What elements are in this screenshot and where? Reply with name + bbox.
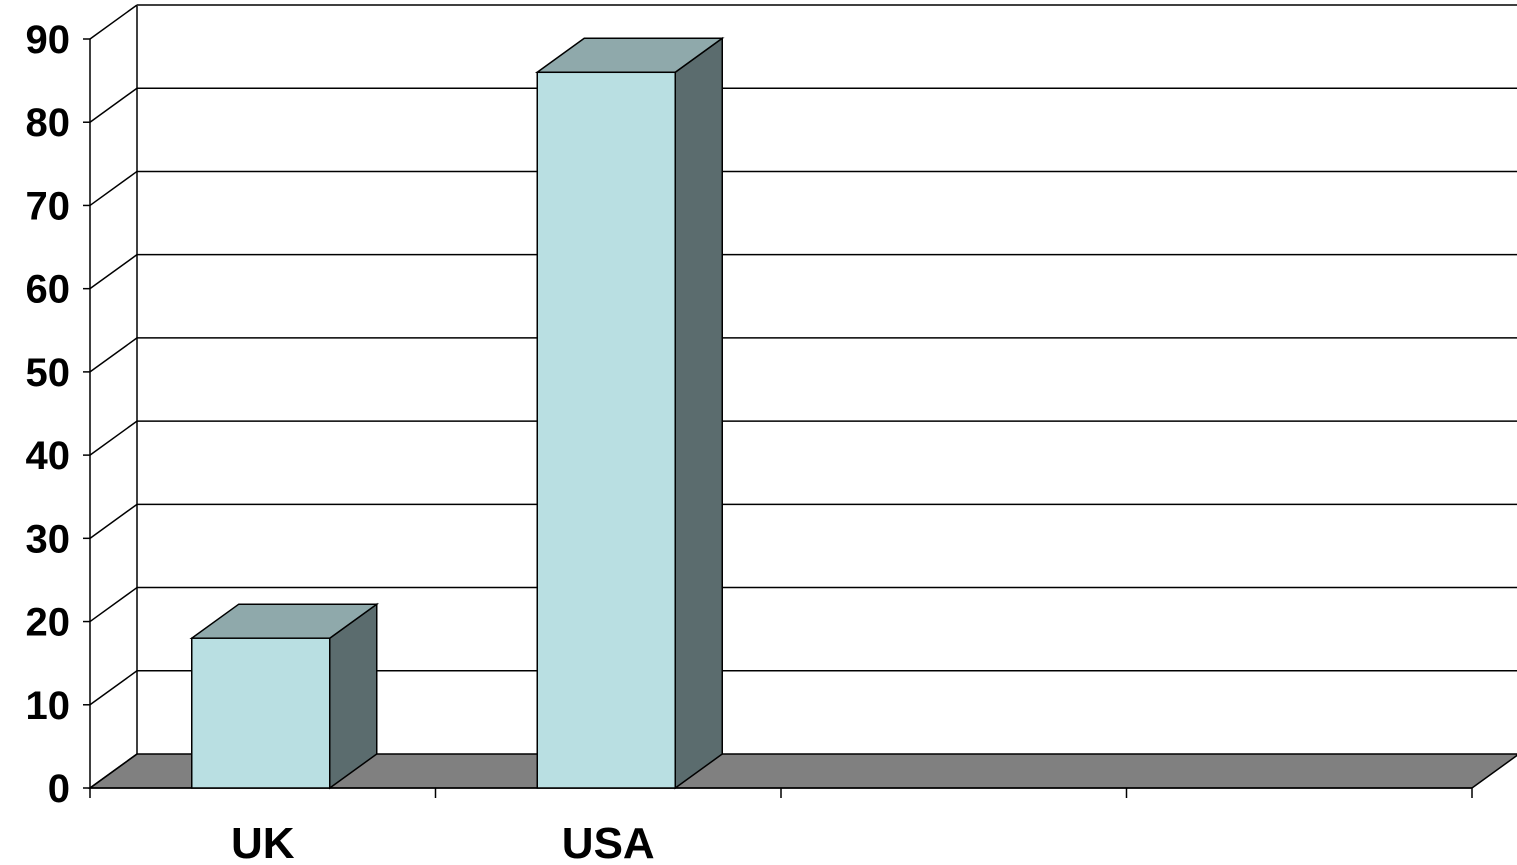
x-category-labels: UK USA — [231, 819, 655, 865]
y-tick-label: 10 — [26, 684, 71, 728]
side-gridline — [89, 4, 138, 40]
x-category-label: UK — [231, 819, 295, 865]
y-tick-label: 70 — [26, 184, 71, 228]
side-gridline — [89, 87, 138, 123]
y-tick-label: 20 — [26, 601, 71, 645]
bar-front-face — [536, 71, 676, 789]
y-tick-label: 40 — [26, 434, 71, 478]
side-gridline — [89, 254, 138, 290]
bar-usa — [534, 36, 725, 790]
bar-side-face — [674, 36, 723, 790]
y-tick-label: 0 — [48, 767, 70, 811]
side-gridline — [89, 503, 138, 539]
side-gridline — [89, 670, 138, 706]
y-tick-label: 30 — [26, 517, 71, 561]
y-tick-labels: 0 10 20 30 40 50 60 70 80 90 — [26, 18, 71, 811]
side-gridline — [89, 420, 138, 456]
x-category-label: USA — [562, 819, 655, 865]
bar-front-face — [191, 637, 331, 789]
bars-layer — [189, 36, 725, 790]
side-gridline — [89, 753, 138, 789]
bar-uk — [189, 602, 380, 790]
y-tick-label: 50 — [26, 351, 71, 395]
y-tick-label: 60 — [26, 268, 71, 312]
gridlines-layer — [89, 4, 1517, 789]
y-tick-label: 90 — [26, 18, 71, 62]
side-gridline — [89, 170, 138, 207]
side-gridline — [89, 337, 138, 373]
side-gridline — [89, 586, 138, 623]
y-tick-label: 80 — [26, 101, 71, 145]
